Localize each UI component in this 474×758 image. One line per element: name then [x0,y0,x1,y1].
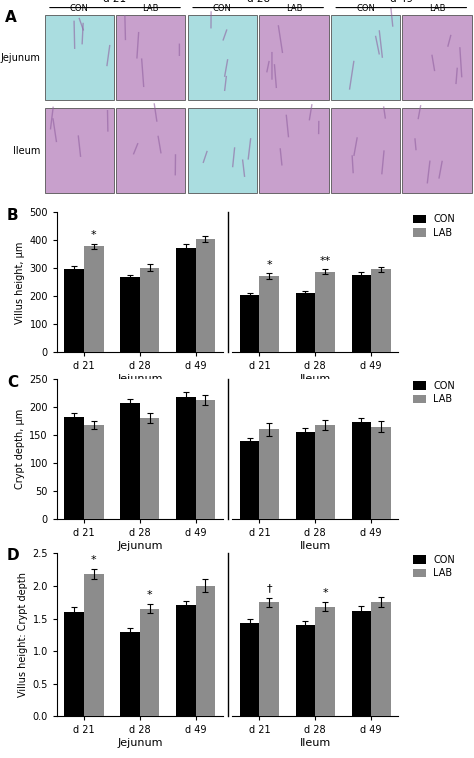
Text: LAB: LAB [286,5,302,14]
Bar [240,296,259,352]
Text: d 49: d 49 [390,0,413,4]
Bar [315,271,335,352]
Bar [352,422,371,519]
Text: *: * [322,588,328,598]
Bar [64,612,84,716]
FancyBboxPatch shape [259,15,328,100]
Text: *: * [91,230,97,240]
Bar [352,611,371,716]
Bar [120,631,140,716]
Bar [176,397,196,519]
FancyBboxPatch shape [45,108,114,193]
Legend: CON, LAB: CON, LAB [413,215,455,238]
FancyBboxPatch shape [188,15,257,100]
Bar [84,246,103,352]
Bar [196,239,215,352]
FancyBboxPatch shape [259,108,328,193]
Bar [296,293,315,352]
Text: *: * [147,590,153,600]
Bar [196,400,215,519]
Text: d 28: d 28 [246,0,270,4]
Text: D: D [7,549,20,563]
Legend: CON, LAB: CON, LAB [413,381,455,405]
FancyBboxPatch shape [116,15,185,100]
X-axis label: Jejunum: Jejunum [117,738,163,748]
Bar [259,276,279,352]
FancyBboxPatch shape [402,108,472,193]
Y-axis label: Villus height: Crypt depth: Villus height: Crypt depth [18,572,28,697]
Bar [315,607,335,716]
Bar [120,403,140,519]
Bar [64,417,84,519]
Bar [120,277,140,352]
Bar [259,430,279,519]
Text: LAB: LAB [143,5,159,14]
Text: d 21: d 21 [103,0,127,4]
Bar [352,274,371,352]
Text: LAB: LAB [429,5,445,14]
Text: Jejunum: Jejunum [0,53,40,63]
Bar [196,586,215,716]
Text: CON: CON [356,5,375,14]
FancyBboxPatch shape [331,15,400,100]
Bar [371,602,391,716]
Bar [64,269,84,352]
Bar [176,606,196,716]
X-axis label: Ileum: Ileum [300,738,331,748]
Bar [84,575,103,716]
Bar [296,432,315,519]
Bar [140,268,159,352]
Bar [371,269,391,352]
Bar [240,623,259,716]
Bar [140,418,159,519]
Text: B: B [7,208,19,223]
Bar [240,440,259,519]
Text: C: C [7,374,18,390]
Bar [259,602,279,716]
X-axis label: Jejunum: Jejunum [117,374,163,384]
Text: CON: CON [70,5,89,14]
Text: *: * [266,260,272,270]
Text: **: ** [319,255,330,265]
Text: CON: CON [213,5,232,14]
Text: Ileum: Ileum [12,146,40,155]
Text: †: † [266,584,272,594]
Text: *: * [91,555,97,565]
FancyBboxPatch shape [45,15,114,100]
Legend: CON, LAB: CON, LAB [413,555,455,578]
Bar [371,427,391,519]
Bar [140,609,159,716]
FancyBboxPatch shape [188,108,257,193]
X-axis label: Ileum: Ileum [300,374,331,384]
FancyBboxPatch shape [402,15,472,100]
FancyBboxPatch shape [116,108,185,193]
Bar [296,625,315,716]
Bar [84,425,103,519]
Bar [176,248,196,352]
Text: A: A [5,10,17,24]
FancyBboxPatch shape [331,108,400,193]
Y-axis label: Villus height, μm: Villus height, μm [15,241,25,324]
X-axis label: Ileum: Ileum [300,541,331,551]
X-axis label: Jejunum: Jejunum [117,541,163,551]
Bar [315,425,335,519]
Y-axis label: Crypt depth, μm: Crypt depth, μm [15,409,25,489]
